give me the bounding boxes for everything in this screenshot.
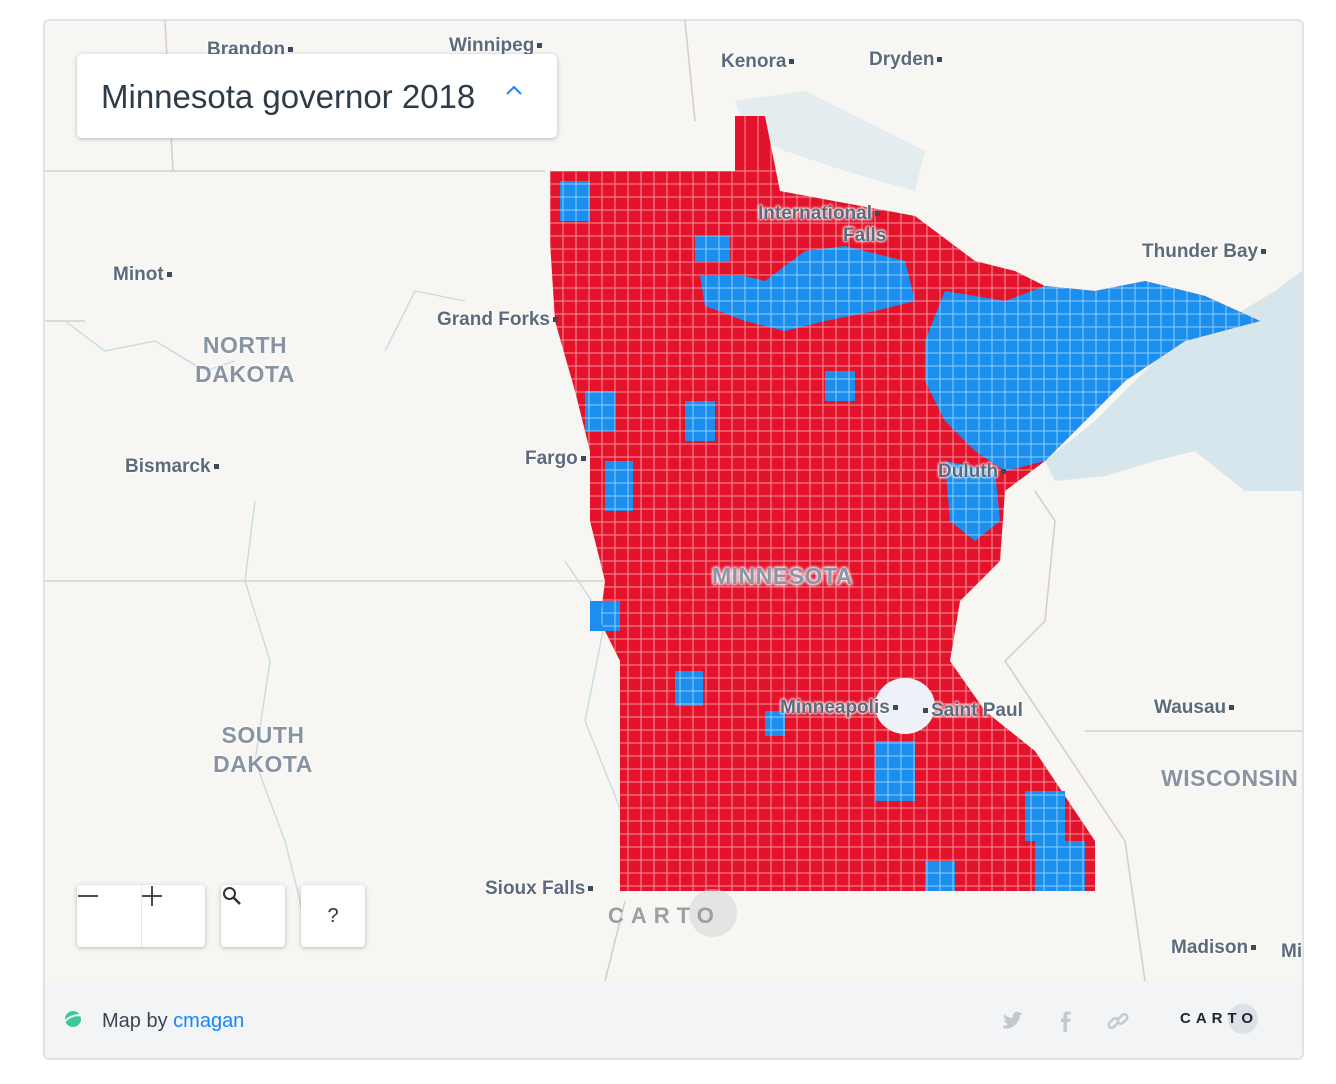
city-marker-icon — [288, 47, 294, 53]
place-winnipeg: Winnipeg — [449, 35, 543, 57]
planet-icon — [63, 1011, 83, 1027]
city-marker-icon — [1229, 705, 1235, 711]
lake-area-nw — [735, 91, 925, 191]
place-name: Wausau — [1154, 697, 1227, 718]
twin-cities-urban — [875, 678, 935, 734]
place-saint-paul: Saint Paul — [923, 700, 1023, 722]
author-link[interactable]: cmagan — [173, 1010, 245, 1032]
map-title: Minnesota governor 2018 — [101, 78, 476, 115]
search-icon-wrap — [221, 885, 285, 947]
place-bismarck: Bismarck — [125, 456, 219, 478]
city-marker-icon — [875, 211, 881, 217]
map-canvas[interactable]: Brandon Winnipeg Kenora Dryden Internati… — [45, 21, 1302, 982]
place-name: Falls — [843, 225, 887, 246]
city-marker-icon — [213, 464, 219, 470]
city-marker-icon — [892, 705, 898, 711]
city-marker-icon — [789, 59, 795, 65]
place-international-falls: International Falls — [758, 203, 886, 247]
city-marker-icon — [166, 272, 172, 278]
chevron-up-icon[interactable] — [503, 80, 529, 106]
place-thunder-bay: Thunder Bay — [1142, 241, 1267, 263]
city-marker-icon — [552, 317, 558, 323]
rivers — [64, 290, 626, 922]
region-name: DAKOTA — [213, 751, 313, 777]
credit-prefix: Map by — [102, 1010, 168, 1032]
place-sioux-falls: Sioux Falls — [485, 878, 594, 900]
footer-credit: Map by cmagan — [102, 1010, 244, 1033]
facebook-icon — [1061, 1011, 1071, 1032]
place-fargo: Fargo — [525, 448, 586, 470]
city-marker-icon — [1001, 469, 1007, 475]
place-duluth: Duluth — [938, 461, 1007, 483]
democrat-areas — [560, 181, 1260, 891]
place-name: Bismarck — [125, 456, 211, 477]
carto-logo[interactable]: CARTO — [1180, 1010, 1259, 1027]
place-wausau: Wausau — [1154, 697, 1235, 719]
city-marker-icon — [937, 57, 943, 63]
city-marker-icon — [537, 43, 543, 49]
place-minot: Minot — [113, 264, 172, 286]
place-name: Saint Paul — [931, 700, 1023, 721]
place-name: Mi — [1281, 941, 1302, 962]
place-madison: Madison — [1171, 937, 1257, 959]
minus-icon — [78, 895, 98, 897]
place-name: Thunder Bay — [1142, 241, 1259, 262]
place-mi: Mi — [1281, 941, 1302, 963]
region-name: NORTH — [202, 332, 288, 358]
city-marker-icon — [588, 886, 594, 892]
place-name: Madison — [1171, 937, 1249, 958]
region-name: SOUTH — [221, 722, 305, 748]
region-minnesota: MINNESOTA — [712, 563, 853, 589]
place-grand-forks: Grand Forks — [437, 309, 558, 331]
carto-watermark-halo — [689, 889, 737, 937]
footer: Map by cmagan CARTO — [45, 982, 1302, 1058]
carto-logo-halo — [1228, 1004, 1258, 1034]
twitter-button[interactable] — [1000, 1008, 1026, 1034]
basemap — [45, 21, 1302, 982]
link-icon — [1107, 1013, 1129, 1029]
place-name: Kenora — [721, 51, 787, 72]
place-dryden: Dryden — [869, 49, 943, 71]
place-name: Winnipeg — [449, 35, 535, 56]
place-name: Minneapolis — [780, 697, 890, 718]
help-button[interactable]: ? — [301, 885, 365, 947]
place-minneapolis: Minneapolis — [780, 697, 898, 719]
search-button[interactable] — [221, 885, 285, 947]
plus-icon — [142, 886, 162, 906]
place-name: International — [758, 203, 873, 224]
place-name: Grand Forks — [437, 309, 550, 330]
region-name: DAKOTA — [195, 361, 295, 387]
facebook-button[interactable] — [1053, 1008, 1079, 1034]
place-name: Fargo — [525, 448, 578, 469]
place-name: Duluth — [938, 461, 999, 482]
region-north-dakota: NORTH DAKOTA — [185, 331, 305, 389]
place-name: Dryden — [869, 49, 935, 70]
map-widget: Brandon Winnipeg Kenora Dryden Internati… — [43, 19, 1304, 1060]
city-marker-icon — [1261, 249, 1267, 255]
place-kenora: Kenora — [721, 51, 795, 73]
search-icon — [223, 887, 241, 905]
zoom-control — [77, 885, 205, 947]
city-marker-icon — [1251, 945, 1257, 951]
carto-watermark: CARTO — [608, 903, 721, 928]
twitter-icon — [1003, 1011, 1023, 1029]
region-wisconsin: WISCONSIN — [1161, 765, 1299, 791]
borders — [45, 21, 1302, 982]
zoom-out-button[interactable] — [77, 885, 142, 947]
region-south-dakota: SOUTH DAKOTA — [203, 721, 323, 779]
link-button[interactable] — [1105, 1008, 1131, 1034]
place-name: Sioux Falls — [485, 878, 586, 899]
place-name: Minot — [113, 264, 164, 285]
zoom-in-button[interactable] — [141, 885, 205, 947]
title-card[interactable]: Minnesota governor 2018 — [77, 54, 557, 138]
city-marker-icon — [923, 708, 928, 714]
city-marker-icon — [580, 456, 586, 462]
help-label: ? — [327, 904, 339, 927]
